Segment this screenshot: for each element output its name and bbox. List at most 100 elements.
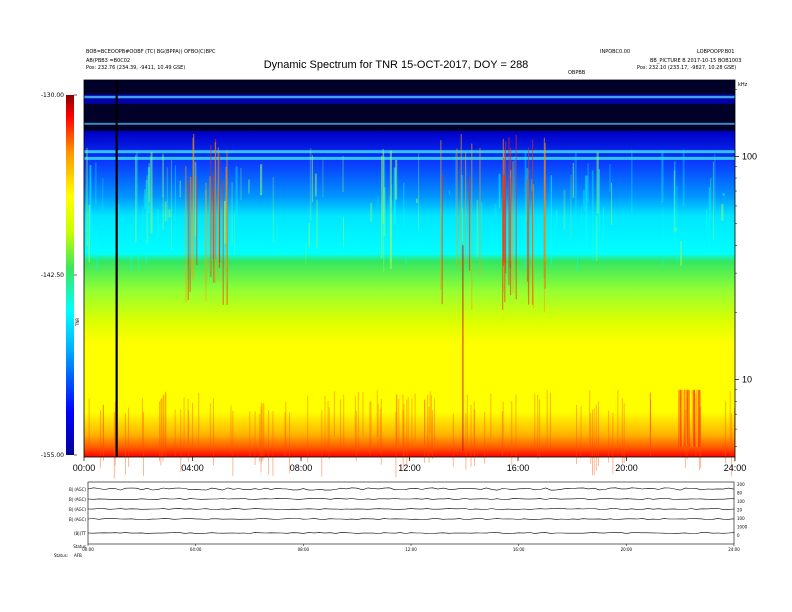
x-tick-label: 24:00 xyxy=(724,463,747,473)
floor-noise xyxy=(327,400,329,451)
spectral-streak xyxy=(494,203,497,217)
floor-noise xyxy=(141,397,143,450)
spectral-streak xyxy=(383,187,386,236)
spectral-streak xyxy=(722,193,725,197)
lower-x-tick-label: 00:00 xyxy=(82,547,94,552)
burst-streak xyxy=(222,180,224,305)
floor-noise xyxy=(501,411,503,458)
spectral-streak xyxy=(611,182,613,225)
spectral-streak xyxy=(130,223,132,272)
spectral-streak xyxy=(142,205,144,256)
burst-streak xyxy=(440,140,442,290)
header-mid-tag: OBPBB xyxy=(568,70,586,76)
floor-noise xyxy=(165,391,167,448)
spectral-streak xyxy=(418,153,420,231)
floor-noise xyxy=(428,407,430,463)
floor-noise xyxy=(333,391,335,437)
burst-streak xyxy=(509,177,511,268)
floor-noise xyxy=(395,411,397,478)
spectral-streak xyxy=(235,166,238,217)
y-tick-label: 10 xyxy=(742,375,752,385)
floor-noise xyxy=(395,394,397,447)
floor-noise xyxy=(259,414,261,462)
floor-noise xyxy=(429,391,431,435)
floor-noise xyxy=(128,407,130,468)
x-tick-label: 12:00 xyxy=(398,463,421,473)
floor-noise xyxy=(424,399,426,446)
spectral-streak xyxy=(383,156,386,231)
floor-noise xyxy=(684,409,686,468)
colorbar-max-label: -130.00 xyxy=(41,92,64,99)
floor-noise xyxy=(370,400,372,454)
spectral-streak xyxy=(305,243,307,265)
spectral-streak xyxy=(583,189,585,211)
floor-noise xyxy=(650,392,651,447)
floor-noise xyxy=(379,408,381,454)
spectral-streak xyxy=(146,175,149,244)
spectral-streak xyxy=(248,179,250,194)
lower-trace xyxy=(87,518,735,520)
floor-noise xyxy=(88,398,90,448)
burst-streak xyxy=(688,389,690,447)
status-value: AFB xyxy=(74,553,82,558)
floor-noise xyxy=(403,403,405,457)
floor-noise xyxy=(213,398,214,466)
spectral-streak xyxy=(390,213,392,262)
cyan-band-line xyxy=(84,95,735,99)
burst-streak xyxy=(465,152,467,262)
spectral-streak xyxy=(585,175,588,247)
spectral-streak xyxy=(170,160,172,250)
floor-noise xyxy=(729,391,731,448)
floor-noise xyxy=(162,395,164,462)
spectral-streak xyxy=(117,203,120,213)
spectral-streak xyxy=(598,169,601,258)
lower-right-label: 200 xyxy=(737,482,745,487)
lower-right-label: 20 xyxy=(737,508,743,513)
floor-noise xyxy=(580,406,582,459)
floor-noise xyxy=(159,401,160,462)
spectral-streak xyxy=(389,150,392,269)
spectral-streak xyxy=(157,209,159,240)
floor-noise xyxy=(617,390,619,453)
spectral-streak xyxy=(309,148,312,221)
spectral-streak xyxy=(481,202,483,234)
spectral-streak xyxy=(680,241,682,266)
floor-noise xyxy=(515,394,517,457)
floor-noise xyxy=(183,397,185,450)
spectral-streak xyxy=(405,253,408,266)
floor-noise xyxy=(649,392,651,454)
spectral-streak xyxy=(174,165,176,245)
spectral-streak xyxy=(489,219,491,225)
spectral-streak xyxy=(166,167,168,221)
floor-noise xyxy=(249,411,251,456)
burst-streak xyxy=(683,389,685,447)
floor-noise xyxy=(407,397,409,447)
floor-noise xyxy=(357,391,359,453)
spectral-streak xyxy=(714,154,716,211)
spectral-streak xyxy=(224,200,226,244)
spectral-streak xyxy=(314,173,317,197)
burst-streak xyxy=(696,389,698,447)
floor-noise xyxy=(465,413,467,470)
colorbar-mid-label: -142.50 xyxy=(41,272,64,279)
spectral-streak xyxy=(86,148,88,247)
spectral-streak xyxy=(563,189,566,230)
dark-band xyxy=(84,103,735,131)
khz-unit-label: kHz xyxy=(738,82,748,88)
burst-streak xyxy=(515,134,517,300)
colorbar-min-label: -155.00 xyxy=(41,452,64,459)
floor-noise xyxy=(260,407,262,473)
colorbar-unit-label: TNR xyxy=(75,318,80,327)
spectral-streak xyxy=(393,167,396,226)
floor-noise xyxy=(232,410,234,477)
burst-streak xyxy=(526,179,529,282)
lower-row-label: B| (AGC) xyxy=(69,487,86,492)
floor-noise xyxy=(192,402,194,452)
spectral-streak xyxy=(120,218,123,222)
floor-noise xyxy=(398,399,400,445)
cyan-band-line xyxy=(84,122,735,125)
header-right-line2: BB_PICTURE B 2017-10-15 BOB1003 xyxy=(650,58,742,64)
floor-noise xyxy=(263,402,265,459)
floor-noise xyxy=(549,392,551,451)
burst-streak xyxy=(192,137,194,281)
